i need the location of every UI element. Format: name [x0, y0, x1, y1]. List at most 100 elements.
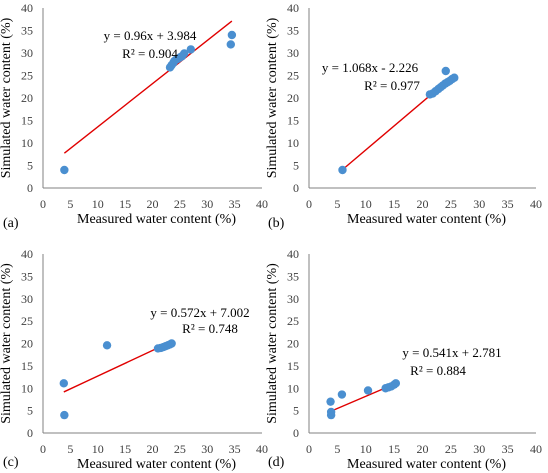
- y-tick-label: 10: [21, 381, 33, 395]
- x-tick-label: 0: [40, 197, 46, 211]
- trendline-equation: y = 0.572x + 7.002: [150, 305, 249, 320]
- x-tick-label: 15: [388, 442, 400, 456]
- x-tick-label: 20: [417, 442, 429, 456]
- x-tick-label: 5: [334, 197, 340, 211]
- x-tick-label: 25: [174, 442, 186, 456]
- x-tick-label: 20: [417, 197, 429, 211]
- y-tick-label: 0: [293, 426, 299, 440]
- y-tick-label: 40: [21, 247, 33, 261]
- x-tick-label: 10: [92, 442, 104, 456]
- data-point: [60, 165, 69, 175]
- y-axis-label: Simulated water content (%): [265, 17, 280, 178]
- r-squared-label: R² = 0.904: [122, 46, 178, 61]
- y-tick-label: 15: [21, 359, 33, 373]
- x-tick-label: 25: [445, 442, 457, 456]
- x-tick-label: 40: [256, 442, 268, 456]
- x-tick-label: 30: [201, 197, 213, 211]
- r-squared-label: R² = 0.884: [410, 363, 466, 378]
- trendline: [63, 20, 233, 154]
- y-tick-label: 35: [287, 24, 299, 38]
- x-tick-label: 40: [530, 197, 542, 211]
- y-tick-label: 20: [287, 337, 299, 351]
- y-tick-label: 20: [21, 91, 33, 105]
- x-tick-label: 15: [388, 197, 400, 211]
- y-tick-label: 35: [21, 269, 33, 283]
- y-tick-label: 15: [287, 359, 299, 373]
- y-tick-label: 30: [21, 292, 33, 306]
- y-tick-label: 25: [21, 314, 33, 328]
- data-point: [338, 165, 347, 175]
- y-tick-label: 15: [287, 114, 299, 128]
- y-tick-label: 35: [287, 269, 299, 283]
- y-tick-label: 10: [287, 136, 299, 150]
- y-tick-label: 0: [27, 181, 33, 195]
- x-tick-label: 5: [67, 197, 73, 211]
- x-tick-label: 15: [119, 442, 131, 456]
- y-tick-label: 0: [27, 426, 33, 440]
- data-point: [391, 379, 401, 388]
- data-point: [167, 339, 176, 348]
- y-axis-label: Simulated water content (%): [265, 263, 280, 424]
- y-tick-label: 40: [287, 247, 299, 261]
- x-tick-label: 35: [502, 197, 514, 211]
- trendline: [63, 340, 172, 393]
- data-point: [363, 386, 373, 395]
- chart-panel-1: 0 5 10 15 20 25 30 35 40 0 5 10 15 20 25 30 35 40 Measured…: [0, 1, 268, 231]
- y-tick-label: 25: [287, 69, 299, 83]
- data-point: [326, 407, 336, 417]
- y-tick-label: 20: [287, 91, 299, 105]
- data-point: [441, 66, 450, 76]
- trendline-equation: y = 0.96x + 3.984: [104, 28, 197, 43]
- x-tick-label: 20: [147, 442, 159, 456]
- x-tick-label: 5: [334, 442, 340, 456]
- x-tick-label: 15: [119, 197, 131, 211]
- chart-panel-4: 0 5 10 15 20 25 30 35 40 0 5 10 15 20 25 30 35 40 Measured…: [265, 247, 542, 472]
- data-point: [326, 397, 335, 406]
- chart-panel-3: 0 5 10 15 20 25 30 35 40 0 5 10 15 20 25 30 35 40 Measured…: [0, 247, 268, 472]
- data-point: [186, 45, 196, 54]
- x-tick-label: 0: [306, 442, 312, 456]
- x-tick-label: 10: [360, 197, 372, 211]
- x-tick-label: 0: [40, 442, 46, 456]
- y-tick-label: 5: [293, 159, 299, 173]
- y-tick-label: 40: [21, 1, 33, 15]
- y-tick-label: 30: [21, 46, 33, 60]
- y-tick-label: 10: [21, 136, 33, 150]
- x-tick-label: 20: [147, 197, 159, 211]
- x-tick-label: 30: [473, 442, 485, 456]
- x-tick-label: 35: [229, 197, 241, 211]
- y-tick-label: 15: [21, 114, 33, 128]
- y-tick-label: 25: [287, 314, 299, 328]
- x-tick-label: 35: [502, 442, 514, 456]
- y-tick-label: 25: [21, 69, 33, 83]
- data-point: [226, 40, 235, 49]
- x-tick-label: 25: [174, 197, 186, 211]
- panel-label: (c): [3, 455, 19, 470]
- panel-label: (a): [3, 216, 19, 231]
- y-tick-label: 5: [293, 404, 299, 418]
- y-tick-label: 10: [287, 381, 299, 395]
- y-tick-label: 30: [287, 292, 299, 306]
- data-point: [450, 73, 459, 82]
- x-axis-label: Measured water content (%): [77, 212, 236, 227]
- y-axis-label: Simulated water content (%): [0, 17, 14, 178]
- y-tick-label: 0: [293, 181, 299, 195]
- x-tick-label: 10: [360, 442, 372, 456]
- data-point: [102, 341, 112, 350]
- x-axis-label: Measured water content (%): [347, 212, 506, 227]
- trendline-equation: y = 0.541x + 2.781: [402, 345, 501, 360]
- x-tick-label: 40: [530, 442, 542, 456]
- r-squared-label: R² = 0.977: [364, 78, 420, 93]
- data-point: [180, 49, 189, 58]
- y-tick-label: 40: [287, 1, 299, 15]
- y-axis-label: Simulated water content (%): [0, 263, 14, 424]
- data-point: [60, 410, 69, 420]
- r-squared-label: R² = 0.748: [182, 321, 238, 336]
- y-tick-label: 5: [27, 404, 33, 418]
- x-tick-label: 5: [67, 442, 73, 456]
- y-tick-label: 30: [287, 46, 299, 60]
- x-tick-label: 25: [445, 197, 457, 211]
- data-point: [59, 379, 69, 388]
- y-tick-label: 35: [21, 24, 33, 38]
